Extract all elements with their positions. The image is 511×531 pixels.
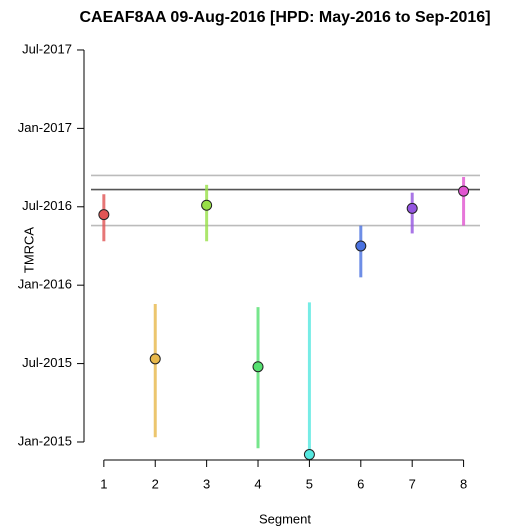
point xyxy=(201,199,213,211)
point xyxy=(355,240,367,252)
y-tick-label: Jan-2016 xyxy=(18,277,72,292)
y-tick-label: Jul-2016 xyxy=(22,198,72,213)
point xyxy=(252,361,264,373)
x-axis-label: Segment xyxy=(259,511,311,526)
y-axis-label: TMRCA xyxy=(21,227,36,274)
point xyxy=(98,209,110,221)
y-tick-label: Jan-2015 xyxy=(18,433,72,448)
x-tick-label: 4 xyxy=(254,476,261,491)
chart-title: CAEAF8AA 09-Aug-2016 [HPD: May-2016 to S… xyxy=(79,9,490,26)
y-tick-label: Jul-2015 xyxy=(22,355,72,370)
y-tick-label: Jul-2017 xyxy=(22,41,72,56)
point xyxy=(149,353,161,365)
x-tick-label: 3 xyxy=(203,476,210,491)
point xyxy=(303,449,315,461)
x-tick-label: 1 xyxy=(100,476,107,491)
point xyxy=(406,202,418,214)
x-tick-label: 7 xyxy=(409,476,416,491)
point xyxy=(458,185,470,197)
x-tick-label: 8 xyxy=(460,476,467,491)
x-tick-label: 6 xyxy=(357,476,364,491)
x-tick-label: 5 xyxy=(306,476,313,491)
x-tick-label: 2 xyxy=(152,476,159,491)
y-tick-label: Jan-2017 xyxy=(18,120,72,135)
